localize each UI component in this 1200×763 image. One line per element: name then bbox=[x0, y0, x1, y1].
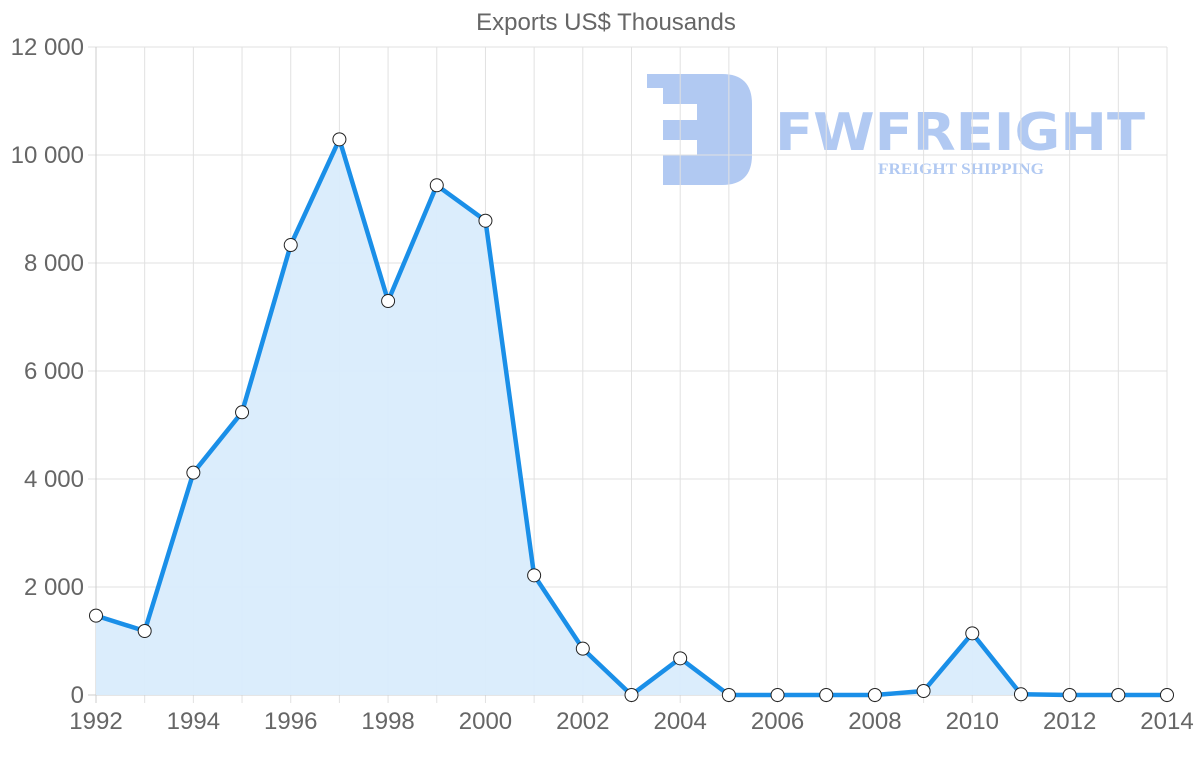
data-points bbox=[89, 132, 1174, 702]
area-fill bbox=[96, 139, 1167, 696]
fwfreight-logo-icon bbox=[647, 74, 752, 185]
data-point-2010[interactable] bbox=[965, 626, 980, 641]
data-point-2008[interactable] bbox=[867, 688, 882, 702]
watermark-tagline: FREIGHT SHIPPING bbox=[878, 161, 1045, 178]
data-point-1997[interactable] bbox=[332, 132, 347, 147]
data-point-2006[interactable] bbox=[770, 688, 785, 702]
data-point-2004[interactable] bbox=[673, 651, 688, 666]
y-tick-label: 8 000 bbox=[24, 250, 84, 277]
y-tick-label: 12 000 bbox=[11, 34, 84, 61]
y-axis-labels: 0 2 000 4 000 6 000 8 000 10 000 12 000 bbox=[11, 34, 84, 709]
x-tick-label: 1994 bbox=[167, 708, 220, 735]
data-point-1994[interactable] bbox=[186, 465, 201, 480]
x-tick-label: 2014 bbox=[1140, 708, 1193, 735]
y-tick-label: 4 000 bbox=[24, 466, 84, 493]
watermark-logo: FWFREIGHT FREIGHT SHIPPING bbox=[647, 74, 1146, 185]
data-point-1993[interactable] bbox=[137, 624, 152, 639]
data-point-2011[interactable] bbox=[1013, 687, 1028, 702]
data-point-2009[interactable] bbox=[916, 684, 931, 699]
x-tick-label: 1998 bbox=[361, 708, 414, 735]
x-tick-label: 2012 bbox=[1043, 708, 1096, 735]
data-point-1992[interactable] bbox=[89, 608, 103, 623]
x-tick-label: 1996 bbox=[264, 708, 317, 735]
data-point-2013[interactable] bbox=[1111, 688, 1126, 702]
data-point-2014[interactable] bbox=[1160, 688, 1174, 702]
data-point-1995[interactable] bbox=[235, 405, 250, 420]
data-point-2012[interactable] bbox=[1062, 688, 1077, 702]
data-point-2002[interactable] bbox=[575, 641, 590, 656]
x-tick-label: 2004 bbox=[653, 708, 706, 735]
data-point-1999[interactable] bbox=[429, 178, 444, 193]
x-tick-label: 2006 bbox=[751, 708, 804, 735]
x-tick-label: 1992 bbox=[69, 708, 122, 735]
data-point-2003[interactable] bbox=[624, 688, 639, 702]
x-tick-label: 2008 bbox=[848, 708, 901, 735]
x-axis-labels: 1992 1994 1996 1998 2000 2002 2004 2006 2008 2010… bbox=[69, 708, 1193, 735]
y-tick-label: 10 000 bbox=[11, 142, 84, 169]
data-point-1996[interactable] bbox=[283, 238, 298, 253]
data-point-1998[interactable] bbox=[381, 294, 396, 309]
watermark-brand: FWFREIGHT bbox=[775, 103, 1146, 163]
chart-title: Exports US$ Thousands bbox=[476, 9, 736, 36]
data-point-2001[interactable] bbox=[527, 568, 542, 583]
x-tick-label: 2000 bbox=[459, 708, 512, 735]
x-tick-label: 2002 bbox=[556, 708, 609, 735]
data-point-2000[interactable] bbox=[478, 213, 493, 228]
data-point-2007[interactable] bbox=[819, 688, 834, 702]
data-point-2005[interactable] bbox=[721, 688, 736, 702]
x-tick-label: 2010 bbox=[946, 708, 999, 735]
y-tick-label: 0 bbox=[71, 682, 84, 709]
y-tick-label: 6 000 bbox=[24, 358, 84, 385]
y-tick-label: 2 000 bbox=[24, 574, 84, 601]
